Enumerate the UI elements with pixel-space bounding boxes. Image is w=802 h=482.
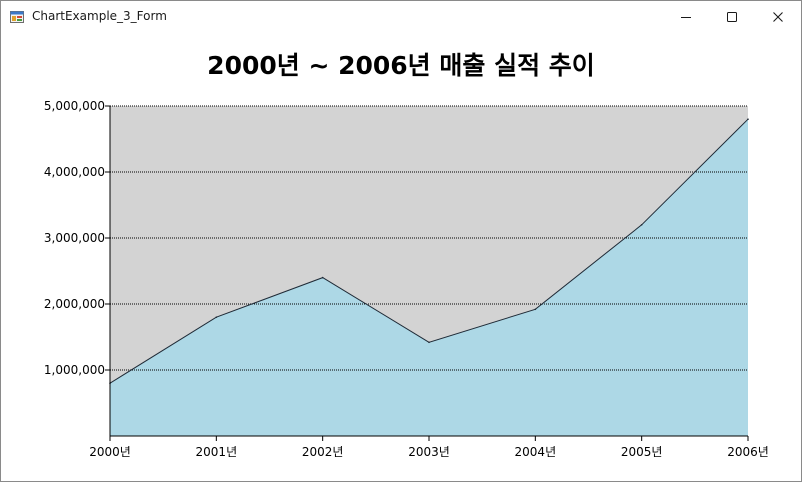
x-tick-label: 2002년 bbox=[302, 445, 344, 459]
plot-area: 1,000,000 2,000,000 3,000,000 4,000,000 5,00… bbox=[44, 99, 769, 459]
x-tick-label: 2003년 bbox=[408, 445, 450, 459]
data-point bbox=[215, 316, 218, 319]
maximize-icon bbox=[727, 11, 737, 22]
x-tick-label: 2001년 bbox=[196, 445, 238, 459]
minimize-icon bbox=[681, 16, 691, 18]
y-tick-label: 2,000,000 bbox=[44, 297, 105, 311]
data-point bbox=[321, 276, 324, 279]
chart-control: 2000년 ~ 2006년 매출 실적 추이 1,000,000 2,000,00… bbox=[1, 32, 801, 481]
x-tick-label: 2004년 bbox=[515, 445, 557, 459]
y-tick-label: 1,000,000 bbox=[44, 363, 105, 377]
close-icon bbox=[773, 11, 783, 22]
data-point bbox=[640, 224, 643, 226]
chart-title: 2000년 ~ 2006년 매출 실적 추이 bbox=[207, 51, 595, 80]
y-tick-label: 4,000,000 bbox=[44, 165, 105, 179]
y-tick-label: 3,000,000 bbox=[44, 231, 105, 245]
data-point bbox=[428, 341, 430, 344]
area-chart: 2000년 ~ 2006년 매출 실적 추이 1,000,000 2,000,00… bbox=[44, 51, 769, 459]
area-fill bbox=[110, 119, 748, 436]
y-tick-label: 5,000,000 bbox=[44, 99, 105, 113]
data-point bbox=[747, 118, 749, 120]
close-button[interactable] bbox=[755, 1, 801, 32]
data-point bbox=[534, 308, 537, 311]
maximize-button[interactable] bbox=[709, 1, 755, 32]
window-title: ChartExample_3_Form bbox=[32, 9, 167, 23]
app-icon[interactable] bbox=[10, 9, 24, 23]
minimize-button[interactable] bbox=[663, 1, 709, 32]
title-bar[interactable]: ChartExample_3_Form bbox=[1, 1, 801, 32]
x-tick-label: 2000년 bbox=[89, 445, 131, 459]
x-tick-label: 2006년 bbox=[727, 445, 769, 459]
x-tick-label: 2005년 bbox=[621, 445, 663, 459]
